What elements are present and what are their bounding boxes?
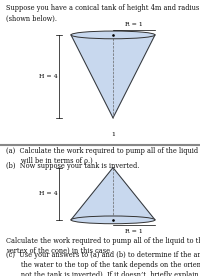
Text: R = 1: R = 1 [125,22,143,27]
Ellipse shape [71,31,155,39]
Text: Suppose you have a conical tank of height 4m and radius 1m filled with a liquid : Suppose you have a conical tank of heigh… [6,4,200,23]
Polygon shape [71,35,155,118]
Text: (b)  Now suppose your tank is inverted.: (b) Now suppose your tank is inverted. [6,162,139,170]
Text: 1: 1 [111,132,115,137]
Text: R = 1: R = 1 [125,229,143,233]
Text: H = 4: H = 4 [39,191,57,196]
Polygon shape [71,168,155,220]
Text: Calculate the work required to pump all of the liquid to the top of the tank (no: Calculate the work required to pump all … [6,237,200,255]
Ellipse shape [71,216,155,224]
Text: H = 4: H = 4 [39,74,57,79]
Text: (c)  Use your answers to (a) and (b) to determine if the amount of work required: (c) Use your answers to (a) and (b) to d… [6,251,200,276]
Text: (a)  Calculate the work required to pump all of the liquid to the top of the tan: (a) Calculate the work required to pump … [6,147,200,165]
